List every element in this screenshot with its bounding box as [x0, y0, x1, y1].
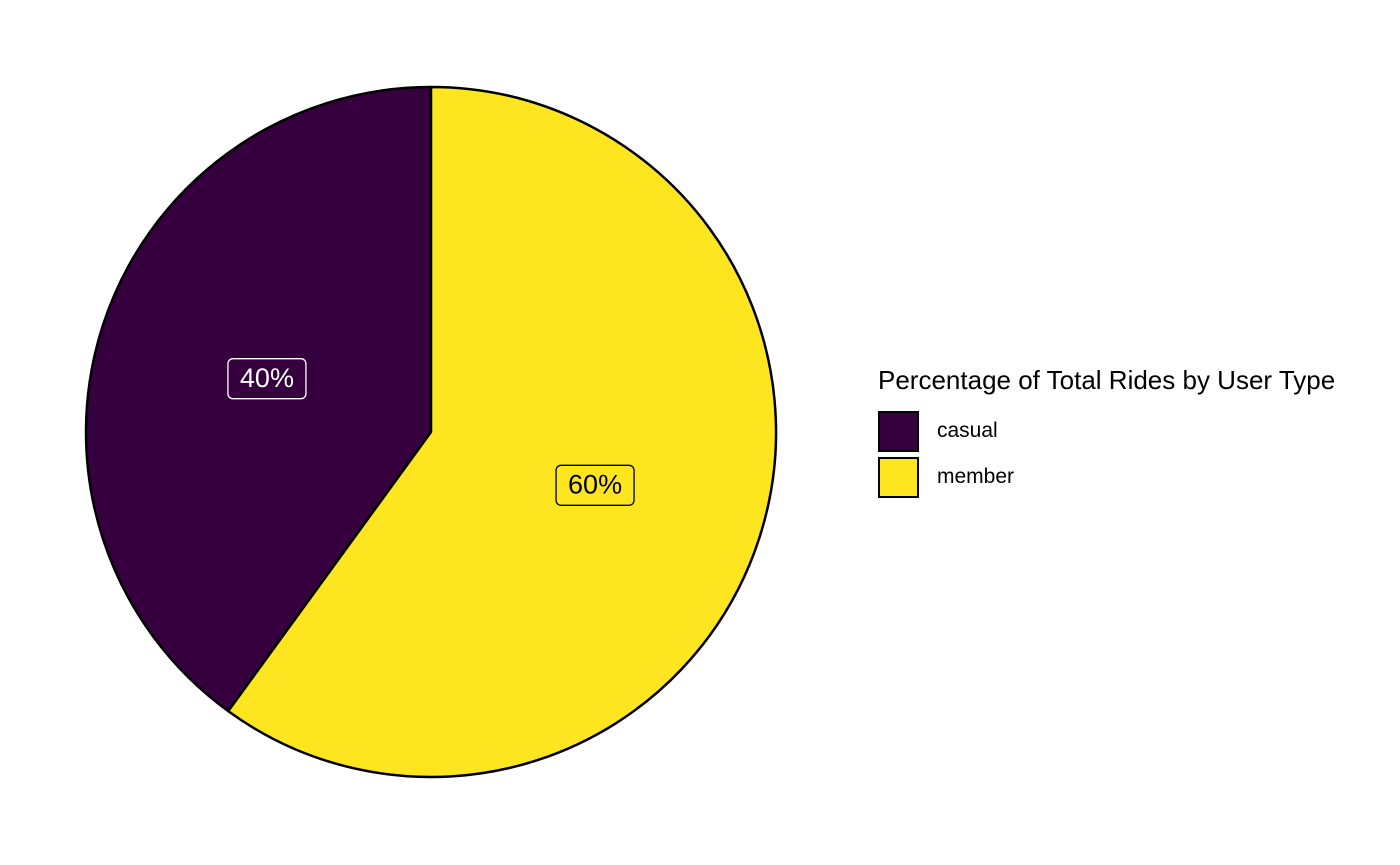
legend-swatch-casual [878, 410, 919, 452]
legend-item-member: member [878, 454, 1335, 500]
slice-label-box-member [555, 464, 635, 506]
pie-slice-member [226, 85, 778, 779]
slice-label-box-casual [227, 358, 307, 400]
slice-label-member: 60% [555, 464, 635, 506]
slice-label-text-member: 60% [568, 469, 622, 499]
legend-item-casual: casual [878, 408, 1335, 454]
legend-title: Percentage of Total Rides by User Type [878, 365, 1336, 395]
slice-label-casual: 40% [227, 358, 307, 400]
legend-label-member: member [937, 465, 1015, 488]
legend: Percentage of Total Rides by User Type c… [878, 364, 1335, 500]
legend-swatch-member [878, 456, 919, 498]
legend-label-casual: casual [937, 419, 998, 442]
slice-label-text-casual: 40% [240, 363, 294, 393]
